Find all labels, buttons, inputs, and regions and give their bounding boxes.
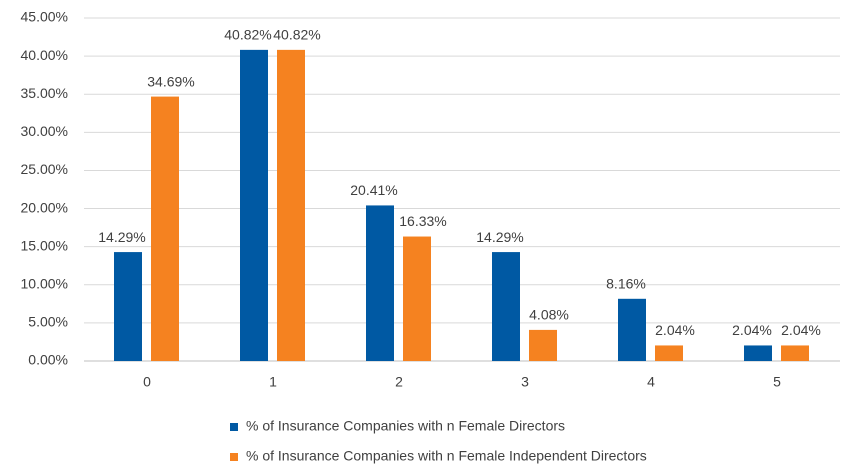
bar — [366, 205, 394, 361]
x-tick-label: 3 — [521, 374, 529, 390]
bar — [240, 49, 268, 361]
data-label: 2.04% — [781, 322, 821, 338]
bar — [151, 96, 179, 361]
y-tick-label: 20.00% — [21, 199, 68, 215]
data-label: 4.08% — [529, 307, 569, 323]
data-label: 16.33% — [399, 213, 446, 229]
data-label: 40.82% — [273, 27, 320, 43]
legend-swatch — [230, 423, 238, 431]
bar — [618, 298, 646, 361]
bar — [277, 49, 305, 361]
bar — [114, 252, 142, 361]
legend-label: % of Insurance Companies with n Female I… — [246, 448, 647, 464]
y-tick-label: 45.00% — [21, 9, 68, 25]
data-label: 2.04% — [732, 322, 772, 338]
x-tick-label: 1 — [269, 374, 277, 390]
y-tick-label: 30.00% — [21, 123, 68, 139]
y-tick-label: 35.00% — [21, 85, 68, 101]
y-tick-label: 40.00% — [21, 47, 68, 63]
y-tick-label: 15.00% — [21, 237, 68, 253]
y-tick-label: 0.00% — [28, 352, 68, 368]
bar — [655, 345, 683, 361]
legend-swatch — [230, 453, 238, 461]
bar — [492, 252, 520, 361]
data-label: 2.04% — [655, 322, 695, 338]
x-tick-label: 2 — [395, 374, 403, 390]
legend-label: % of Insurance Companies with n Female D… — [246, 418, 565, 434]
y-tick-label: 10.00% — [21, 275, 68, 291]
bar — [529, 329, 557, 361]
bar — [744, 345, 772, 361]
x-tick-label: 0 — [143, 374, 151, 390]
data-label: 34.69% — [147, 73, 194, 89]
x-tick-label: 4 — [647, 374, 655, 390]
data-label: 8.16% — [606, 276, 646, 292]
y-tick-label: 25.00% — [21, 161, 68, 177]
data-label: 20.41% — [350, 182, 397, 198]
bar — [781, 345, 809, 361]
x-tick-label: 5 — [773, 374, 781, 390]
y-tick-label: 5.00% — [28, 314, 68, 330]
bar — [403, 236, 431, 361]
data-label: 14.29% — [98, 229, 145, 245]
data-label: 14.29% — [476, 229, 523, 245]
data-label: 40.82% — [224, 27, 271, 43]
